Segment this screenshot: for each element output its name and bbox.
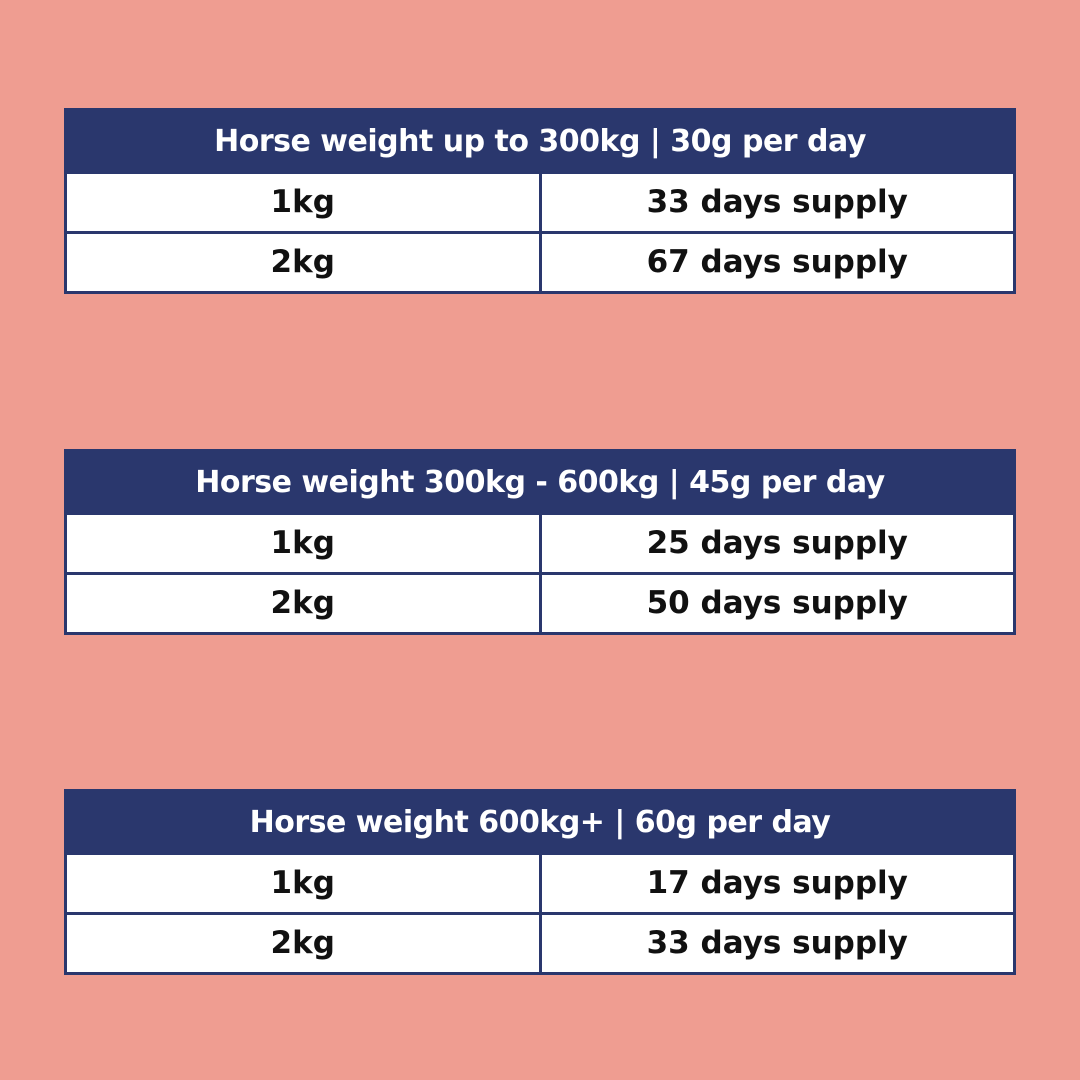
supply-table: Horse weight 300kg - 600kg | 45g per day… [64,449,1016,635]
table-cell: 33 days supply [541,915,1013,972]
table-cell: 1kg [67,515,539,572]
table-cell: 2kg [67,234,539,291]
table-cell: 67 days supply [541,234,1013,291]
table-row: 2kg 33 days supply [67,915,1013,972]
table-cell: 2kg [67,915,539,972]
table-row: 2kg 67 days supply [67,234,1013,291]
table-cell: 25 days supply [541,515,1013,572]
table-cell: 33 days supply [541,174,1013,231]
table-cell: 2kg [67,575,539,632]
supply-table: Horse weight 600kg+ | 60g per day 1kg 17 d… [64,789,1016,975]
table-cell: 1kg [67,174,539,231]
table-cell: 50 days supply [541,575,1013,632]
table-row: 1kg 17 days supply [67,855,1013,912]
table-row: 1kg 25 days supply [67,515,1013,572]
table-cell: 17 days supply [541,855,1013,912]
table-title: Horse weight 600kg+ | 60g per day [249,805,831,840]
table-row: 2kg 50 days supply [67,575,1013,632]
table-title: Horse weight 300kg - 600kg | 45g per day [195,465,885,500]
supply-table: Horse weight up to 300kg | 30g per day 1k… [64,108,1016,294]
table-row: 1kg 33 days supply [67,174,1013,231]
table-cell: 1kg [67,855,539,912]
table-title: Horse weight up to 300kg | 30g per day [214,124,866,159]
